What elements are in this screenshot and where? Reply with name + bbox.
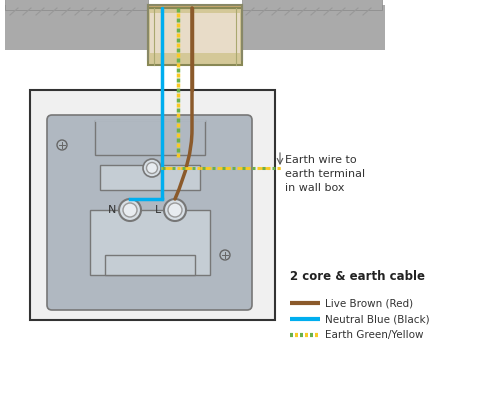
Text: L: L bbox=[154, 205, 161, 215]
Circle shape bbox=[57, 140, 67, 150]
Circle shape bbox=[164, 199, 186, 221]
FancyBboxPatch shape bbox=[90, 210, 210, 275]
FancyBboxPatch shape bbox=[5, 5, 150, 50]
Bar bbox=[242, 0, 381, 10]
FancyBboxPatch shape bbox=[30, 90, 274, 320]
Circle shape bbox=[220, 250, 229, 260]
FancyBboxPatch shape bbox=[150, 13, 240, 53]
Text: Neutral Blue (Black): Neutral Blue (Black) bbox=[324, 314, 429, 324]
Circle shape bbox=[146, 162, 157, 174]
Text: Earth wire to
earth terminal
in wall box: Earth wire to earth terminal in wall box bbox=[285, 155, 364, 193]
Bar bbox=[148, 8, 242, 65]
FancyBboxPatch shape bbox=[100, 165, 199, 190]
Circle shape bbox=[167, 203, 182, 217]
FancyBboxPatch shape bbox=[240, 5, 384, 50]
FancyBboxPatch shape bbox=[95, 120, 205, 155]
Text: Earth Green/Yellow: Earth Green/Yellow bbox=[324, 330, 423, 340]
Circle shape bbox=[143, 159, 161, 177]
Bar bbox=[5, 0, 148, 10]
FancyBboxPatch shape bbox=[105, 255, 195, 275]
Circle shape bbox=[123, 203, 136, 217]
FancyBboxPatch shape bbox=[47, 115, 252, 310]
Text: Live Brown (Red): Live Brown (Red) bbox=[324, 298, 412, 308]
FancyBboxPatch shape bbox=[148, 5, 242, 50]
Circle shape bbox=[119, 199, 141, 221]
Text: 2 core & earth cable: 2 core & earth cable bbox=[289, 270, 424, 283]
Text: N: N bbox=[107, 205, 116, 215]
